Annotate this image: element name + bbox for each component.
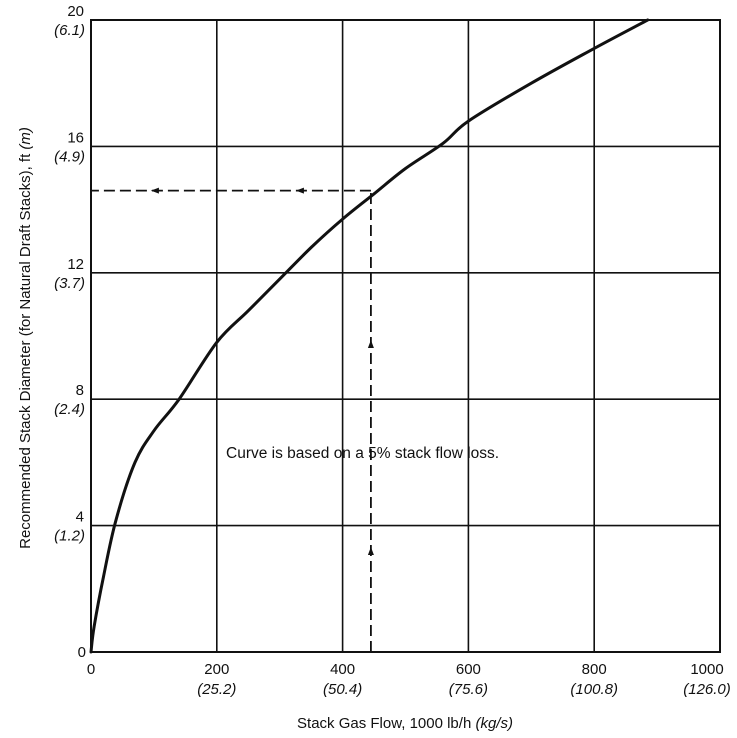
chart-annotation: Curve is based on a 5% stack flow loss.: [226, 445, 499, 462]
x-tick-label-metric: (50.4): [323, 681, 362, 698]
x-tick-label-metric: (25.2): [197, 681, 236, 698]
example-lines: [91, 187, 374, 652]
arrow-up-icon: [367, 340, 374, 348]
y-axis-label: Recommended Stack Diameter (for Natural …: [17, 127, 34, 549]
series-line: [89, 18, 650, 654]
x-tick-labels: 0 200 (25.2) 400 (50.4) 600 (75.6) 800 (100.8) 10…: [87, 661, 731, 698]
y-tick-label-metric: (6.1): [54, 22, 85, 39]
x-tick-label-metric: (126.0): [683, 681, 731, 698]
y-tick-label: 0: [78, 644, 86, 661]
y-tick-label: 12: [67, 256, 84, 273]
y-tick-label: 20: [67, 3, 84, 20]
x-tick-label: 0: [87, 661, 95, 678]
y-tick-label: 4: [76, 509, 84, 526]
arrow-left-icon: [295, 187, 304, 194]
arrow-left-icon: [150, 187, 159, 194]
x-tick-label: 400: [330, 661, 355, 678]
x-tick-label: 600: [456, 661, 481, 678]
plot-frame: [90, 19, 721, 653]
x-tick-label: 800: [582, 661, 607, 678]
x-tick-label-metric: (100.8): [570, 681, 618, 698]
x-tick-label-metric: (75.6): [449, 681, 488, 698]
grid: [91, 20, 720, 652]
y-axis-label-unit: (m): [17, 127, 34, 150]
y-tick-label: 8: [76, 382, 84, 399]
y-tick-label: 16: [67, 129, 84, 146]
x-tick-label: 1000: [690, 661, 723, 678]
arrow-up-icon: [367, 547, 374, 555]
y-tick-label-metric: (2.4): [54, 401, 85, 418]
x-axis-label-unit: (kg/s): [475, 715, 513, 732]
x-axis-label-main: Stack Gas Flow, 1000 lb/h: [297, 715, 475, 732]
x-tick-label: 200: [204, 661, 229, 678]
y-axis-label-main: Recommended Stack Diameter (for Natural …: [17, 150, 34, 549]
y-tick-label-metric: (1.2): [54, 528, 85, 545]
y-tick-labels: 0 4 (1.2) 8 (2.4) 12 (3.7) 16 (4.9) 20 (6.1): [54, 3, 86, 661]
y-tick-label-metric: (3.7): [54, 275, 85, 292]
x-axis-label: Stack Gas Flow, 1000 lb/h (kg/s): [297, 715, 513, 732]
y-tick-label-metric: (4.9): [54, 148, 85, 165]
